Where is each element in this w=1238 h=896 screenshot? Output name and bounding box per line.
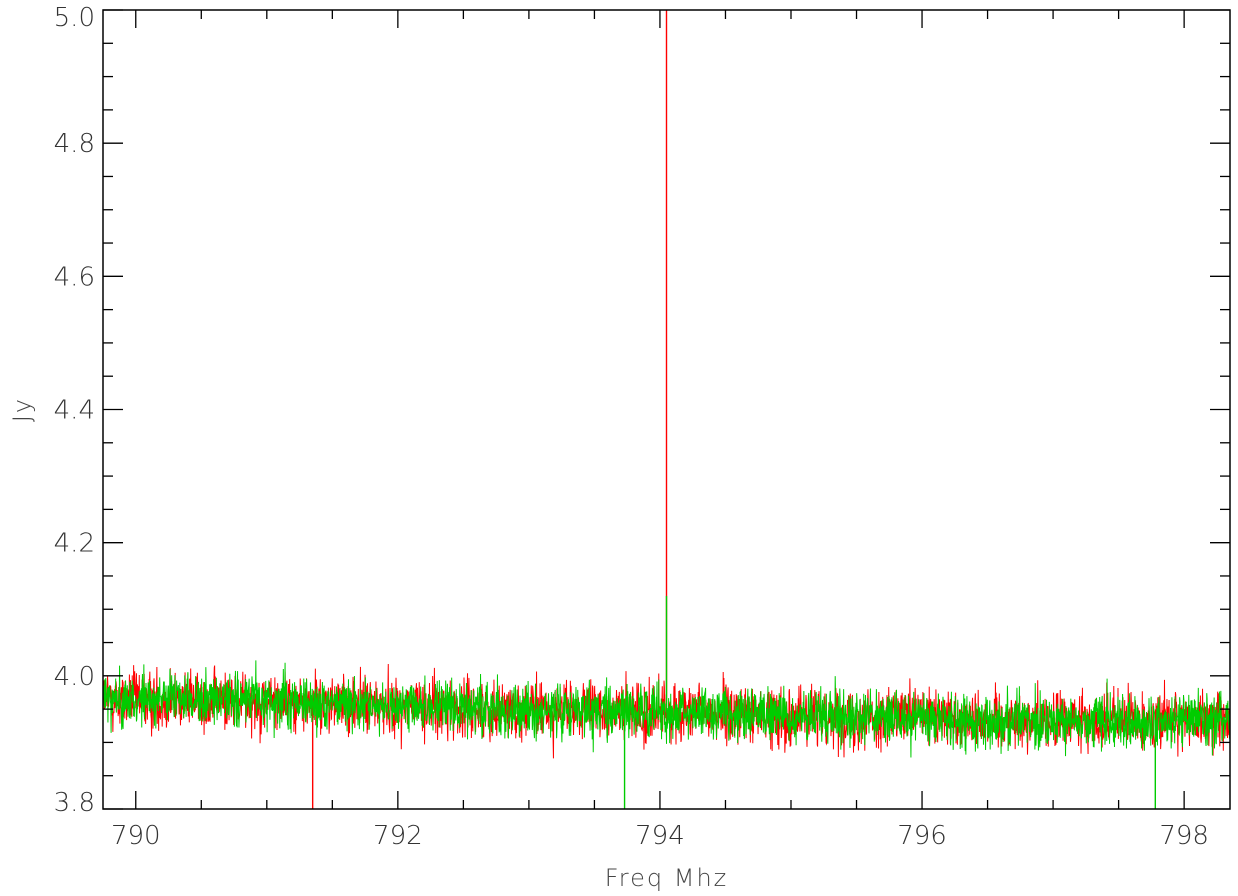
- x-tick-label: 792: [373, 821, 423, 851]
- series-line-2: [102, 660, 1231, 758]
- x-tick-label: 798: [1159, 821, 1209, 851]
- y-tick-label: 4.8: [54, 129, 95, 159]
- y-tick-label: 5.0: [54, 3, 95, 33]
- x-tick-label: 790: [111, 821, 161, 851]
- ticks-layer: [103, 9, 1230, 810]
- labels-layer: 790 792 794 796 798 3.8 4.0 4.2 4.4 4.6 4.8 5.0: [54, 3, 1209, 851]
- x-tick-label: 794: [635, 821, 685, 851]
- y-tick-label: 4.4: [54, 396, 95, 426]
- x-axis-title: Freq Mhz: [605, 864, 729, 892]
- series-layer: [102, 10, 1231, 809]
- y-tick-label: 4.2: [54, 529, 95, 559]
- y-tick-label: 4.0: [54, 662, 95, 692]
- y-axis-title: Jy: [8, 397, 36, 422]
- y-tick-label: 4.6: [54, 262, 95, 292]
- y-tick-label: 3.8: [54, 788, 95, 818]
- x-tick-label: 796: [897, 821, 947, 851]
